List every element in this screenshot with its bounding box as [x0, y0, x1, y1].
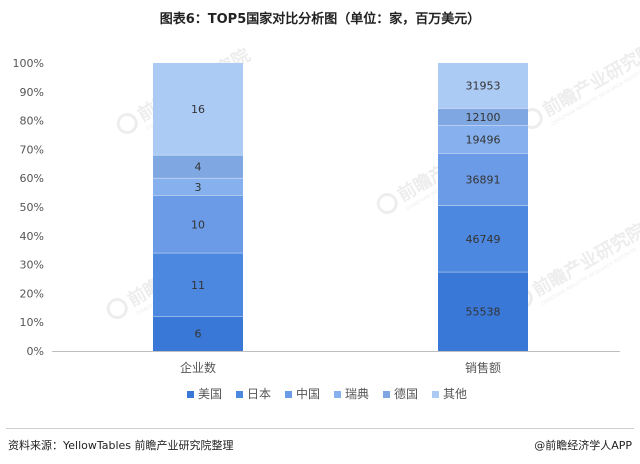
x-tick-label: 销售额 — [465, 360, 501, 375]
legend-item-瑞典: 瑞典 — [334, 387, 369, 401]
legend-item-德国: 德国 — [383, 386, 418, 401]
data-label: 55538 — [466, 306, 501, 319]
legend: 美国 日本 中国 瑞典 德国 其他 — [187, 386, 467, 401]
y-tick-label: 60% — [20, 172, 44, 185]
y-tick-label: 30% — [20, 259, 44, 272]
data-label: 46749 — [466, 233, 501, 246]
bar-segment-中国 — [438, 153, 528, 206]
bar-stack-1: 6 11 10 3 4 16 — [153, 63, 243, 351]
data-label: 36891 — [466, 173, 501, 186]
bar-segment-美国 — [153, 316, 243, 351]
bar-segment-其他 — [438, 63, 528, 109]
data-label: 3 — [195, 181, 202, 194]
bar-segment-其他 — [153, 63, 243, 156]
bar-segment-德国 — [438, 108, 528, 126]
y-tick-label: 20% — [20, 287, 44, 300]
bar-segment-中国 — [153, 195, 243, 254]
y-tick-label: 90% — [20, 86, 44, 99]
legend-swatch-icon — [383, 391, 390, 398]
legend-swatch-icon — [236, 391, 243, 398]
y-tick-label: 50% — [20, 201, 44, 214]
bar-segment-瑞典 — [438, 125, 528, 154]
bars: 6 11 10 3 4 16 55538 46749 36891 19496 12100 31953 — [153, 63, 528, 351]
y-tick-label: 0% — [27, 345, 44, 358]
legend-label: 日本 — [247, 387, 271, 401]
legend-swatch-icon — [187, 391, 194, 398]
y-tick-label: 100% — [13, 57, 44, 70]
legend-swatch-icon — [432, 391, 439, 398]
legend-label: 其他 — [443, 387, 467, 401]
legend-item-美国: 美国 — [187, 387, 222, 401]
x-tick-label: 企业数 — [180, 360, 216, 375]
brand-credit: @前瞻经济学人APP — [534, 439, 632, 452]
watermark-logo-icon — [116, 113, 138, 135]
chart-title: 图表6：TOP5国家对比分析图（单位：家，百万美元） — [159, 12, 481, 27]
bar-segment-日本 — [438, 205, 528, 273]
y-tick-label: 80% — [20, 115, 44, 128]
data-label: 6 — [195, 328, 202, 341]
bar-segment-日本 — [153, 253, 243, 317]
watermark-logo-icon — [376, 193, 398, 215]
legend-label: 瑞典 — [345, 387, 369, 401]
bar-segment-美国 — [438, 272, 528, 351]
y-axis: 0% 10% 20% 30% 40% 50% 60% 70% 80% 90% 100% — [13, 57, 44, 358]
bar-segment-瑞典 — [153, 178, 243, 196]
legend-swatch-icon — [285, 391, 292, 398]
watermark-logo-icon — [106, 298, 128, 320]
y-tick-label: 70% — [20, 143, 44, 156]
x-axis: 企业数 销售额 — [52, 351, 620, 375]
footer-divider — [6, 428, 634, 429]
legend-item-其他: 其他 — [432, 387, 467, 401]
bar-stack-2: 55538 46749 36891 19496 12100 31953 — [438, 63, 528, 351]
legend-label: 美国 — [198, 387, 222, 401]
y-tick-label: 10% — [20, 316, 44, 329]
bar-segment-德国 — [153, 155, 243, 179]
data-label: 11 — [191, 279, 205, 292]
legend-swatch-icon — [334, 391, 341, 398]
legend-item-日本: 日本 — [236, 387, 271, 401]
data-label: 12100 — [466, 111, 501, 124]
y-tick-label: 40% — [20, 230, 44, 243]
data-label: 19496 — [466, 133, 501, 146]
legend-label: 中国 — [296, 386, 320, 401]
data-label: 10 — [191, 218, 205, 231]
source-note: 资料来源：YellowTables 前瞻产业研究院整理 — [8, 439, 234, 452]
data-label: 4 — [195, 161, 202, 174]
data-label: 16 — [191, 103, 205, 116]
data-label: 31953 — [466, 80, 501, 93]
legend-item-中国: 中国 — [285, 386, 320, 401]
legend-label: 德国 — [394, 386, 418, 401]
